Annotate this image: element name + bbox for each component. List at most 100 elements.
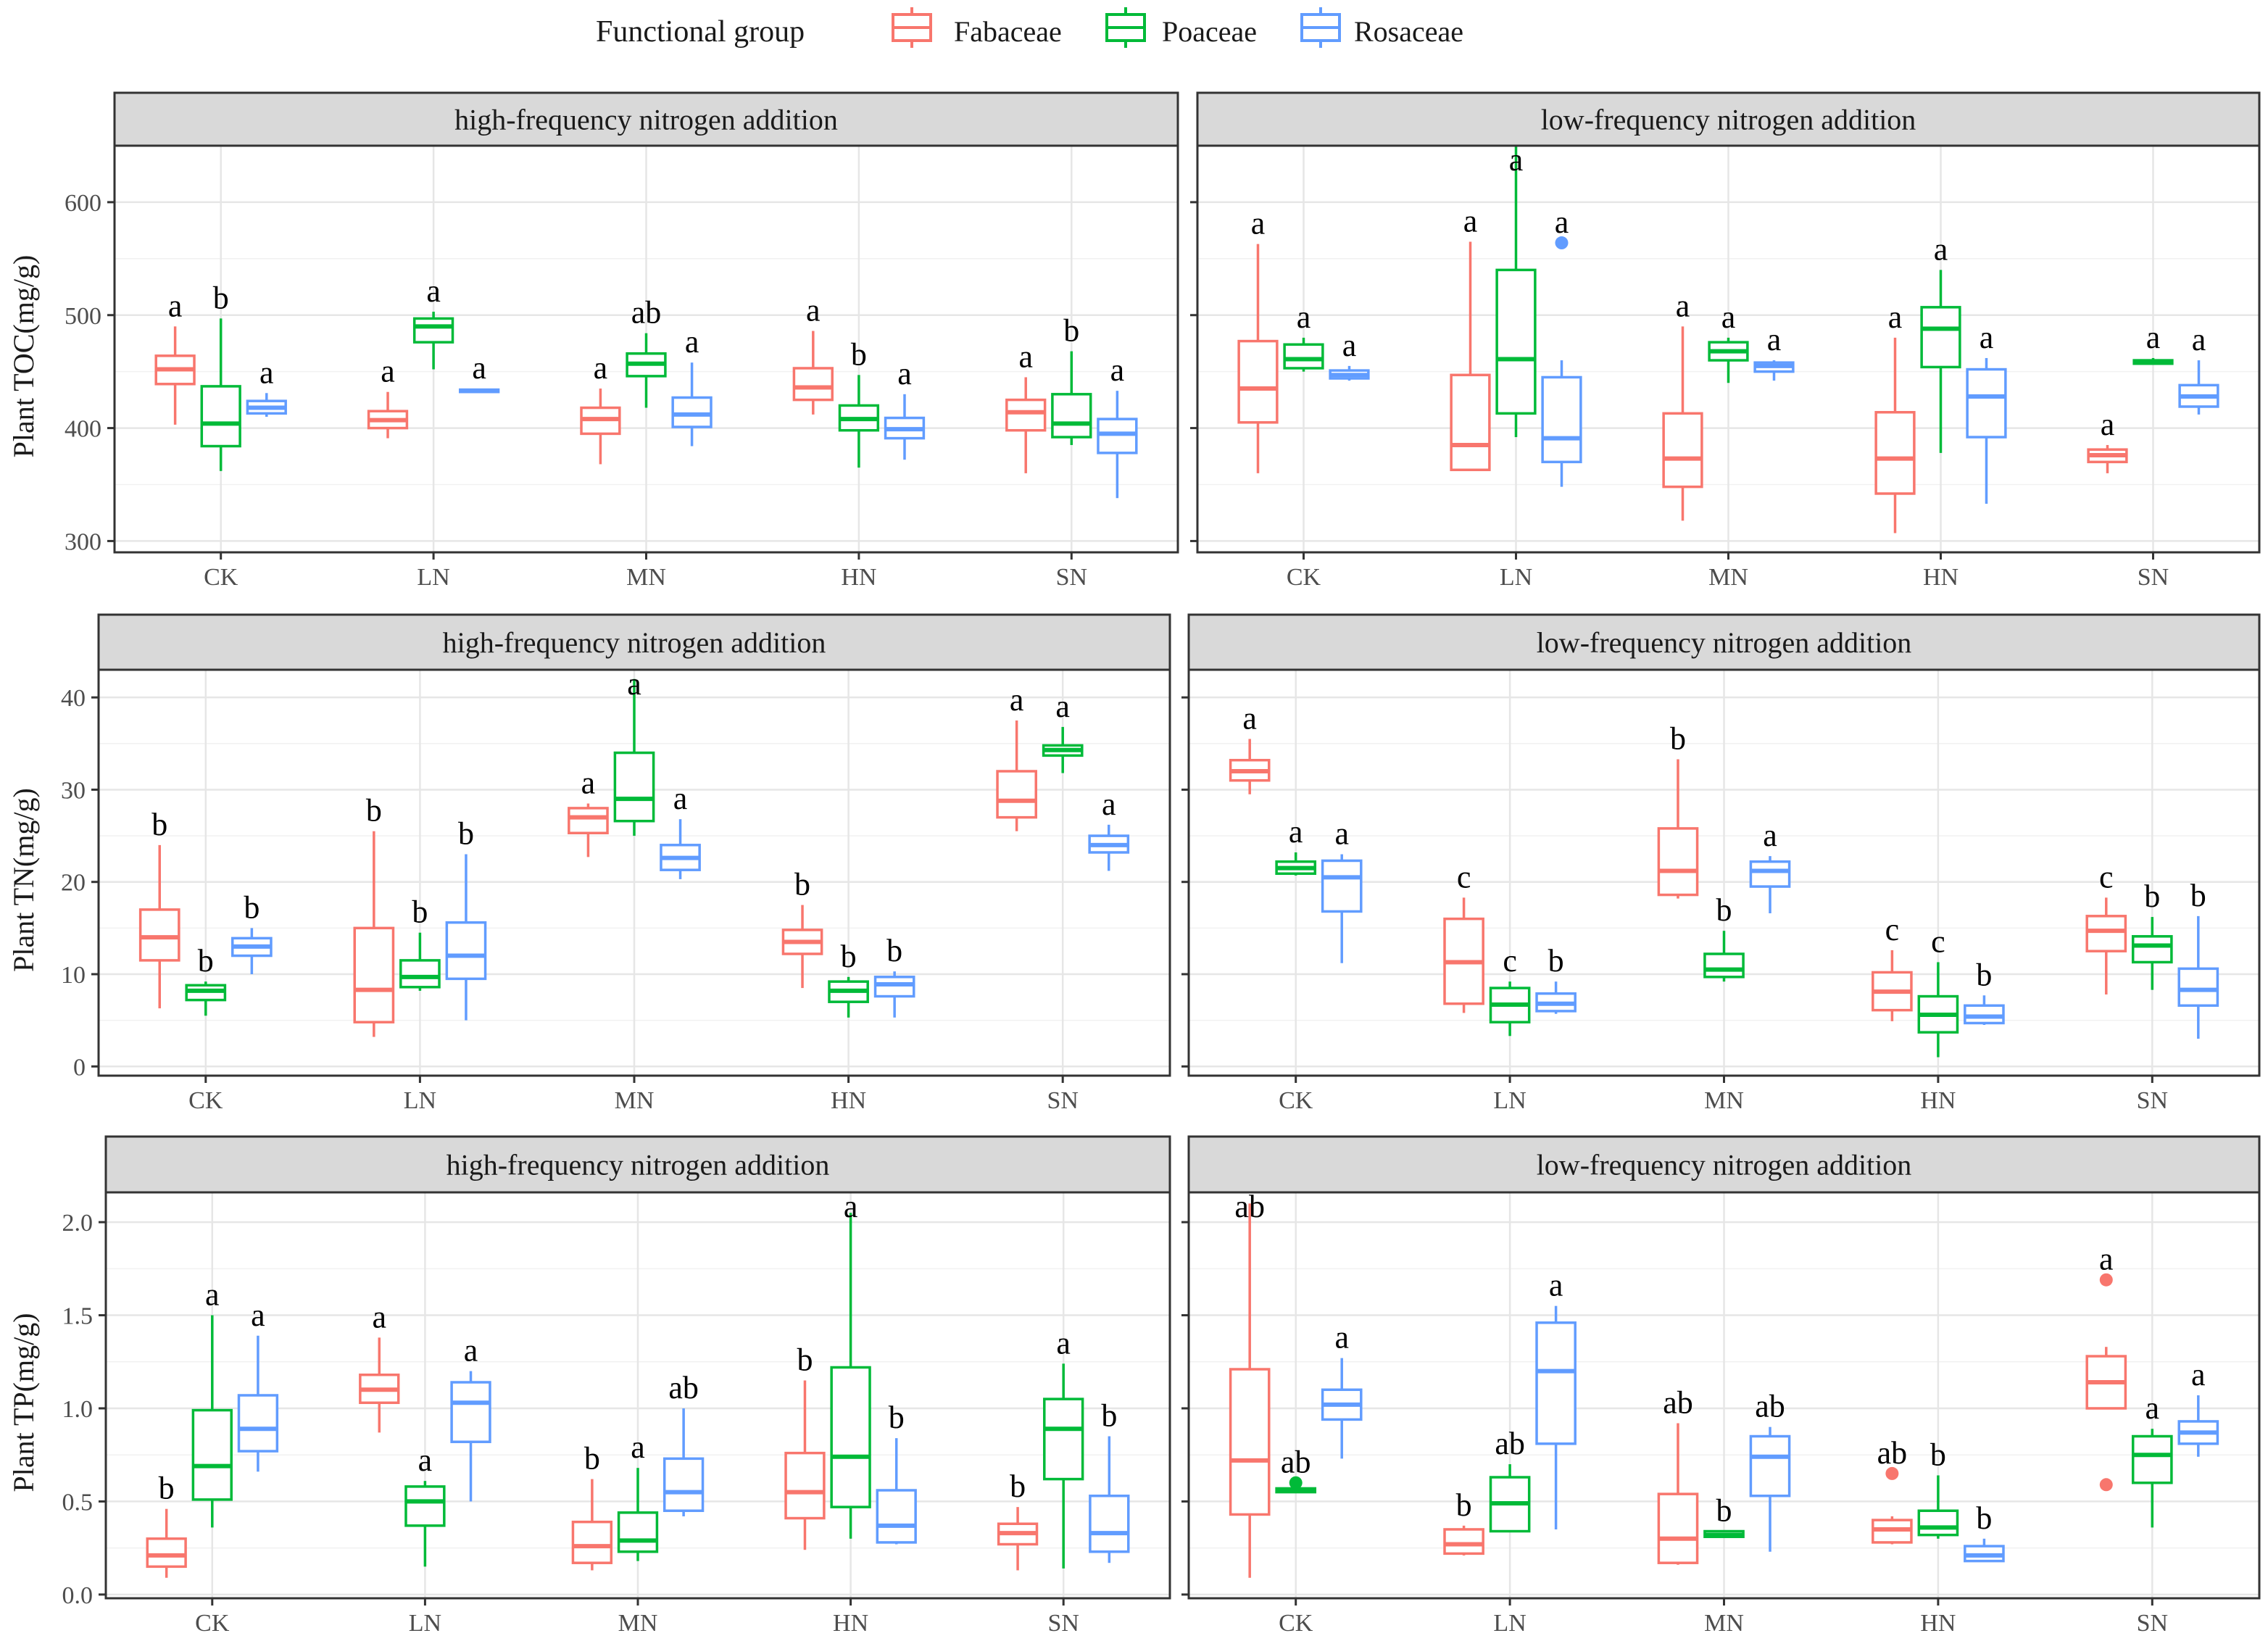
- box-rosaceae-hn: a: [1966, 320, 2007, 504]
- box-iqr: [237, 1394, 279, 1453]
- y-tick-label: 400: [65, 416, 101, 443]
- box-poaceae-sn: a: [1043, 1325, 1084, 1569]
- significance-letter: a: [1242, 700, 1257, 736]
- significance-letter: a: [1055, 689, 1070, 724]
- legend-item-poaceae: Poaceae: [1105, 7, 1257, 48]
- y-tick-label: 1.5: [62, 1303, 94, 1330]
- box-poaceae-sn: a: [2131, 1390, 2173, 1528]
- x-tick-label: MN: [615, 1087, 655, 1114]
- box-iqr: [399, 959, 441, 989]
- box-fabaceae-ln: b: [1443, 1487, 1484, 1555]
- significance-letter: a: [168, 288, 183, 323]
- box-fabaceae-mn: ab: [1657, 1385, 1699, 1565]
- box-fabaceae-mn: b: [1657, 720, 1699, 899]
- box-rosaceae-sn: a: [1097, 352, 1138, 499]
- x-tick-label: HN: [1920, 1087, 1956, 1114]
- y-tick-label: 0.0: [62, 1582, 94, 1609]
- significance-letter: b: [366, 793, 382, 828]
- y-tick-label: 0.5: [62, 1489, 94, 1516]
- box-rosaceae-ck: b: [231, 889, 273, 974]
- significance-letter: ab: [1755, 1389, 1785, 1424]
- box-iqr: [1283, 343, 1324, 370]
- box-iqr: [1495, 268, 1537, 415]
- box-fabaceae-hn: a: [792, 293, 834, 415]
- significance-letter: ab: [631, 295, 662, 331]
- significance-letter: a: [1056, 1325, 1071, 1361]
- box-iqr: [792, 367, 834, 402]
- facet-strip: [104, 1135, 1171, 1194]
- box-fabaceae-hn: b: [781, 867, 823, 989]
- box-rosaceae-ln: b: [1535, 943, 1577, 1014]
- box-fabaceae-hn: a: [1874, 299, 1916, 533]
- significance-letter: a: [1763, 818, 1777, 853]
- box-poaceae-sn: a: [1042, 689, 1084, 773]
- significance-letter: b: [1063, 313, 1079, 349]
- box-poaceae-hn: c: [1917, 923, 1959, 1058]
- x-tick-label: CK: [1279, 1610, 1313, 1637]
- box-iqr: [1535, 1321, 1577, 1445]
- x-tick-label: HN: [841, 564, 876, 591]
- x-tick-label: LN: [404, 1087, 436, 1114]
- x-tick-label: LN: [1500, 564, 1532, 591]
- box-rosaceae-ck: a: [246, 354, 287, 417]
- significance-letter: a: [1110, 352, 1125, 388]
- box-fabaceae-hn: c: [1872, 912, 1913, 1021]
- box-fabaceae-ln: a: [359, 1299, 400, 1433]
- significance-letter: a: [627, 666, 641, 702]
- significance-letter: b: [886, 933, 902, 968]
- y-tick-label: 20: [61, 870, 86, 897]
- facet-strip: [1187, 613, 2261, 671]
- significance-letter: b: [794, 867, 810, 902]
- significance-letter: ab: [668, 1370, 699, 1405]
- facet-strip: [97, 613, 1171, 671]
- significance-letter: a: [1334, 816, 1349, 852]
- significance-letter: a: [897, 356, 912, 391]
- significance-letter: a: [1018, 338, 1033, 374]
- significance-letter: a: [1342, 328, 1357, 363]
- x-tick-label: HN: [831, 1087, 866, 1114]
- box-iqr: [1749, 860, 1791, 888]
- significance-letter: a: [1334, 1320, 1349, 1355]
- legend-item-rosaceae: Rosaceae: [1300, 7, 1463, 48]
- significance-letter: a: [806, 293, 821, 328]
- box-rosaceae-ln: a: [450, 1333, 491, 1502]
- box-iqr: [1443, 1528, 1484, 1555]
- box-rosaceae-sn: b: [2177, 878, 2219, 1039]
- box-iqr: [1920, 306, 1961, 369]
- box-poaceae-sn: b: [1051, 313, 1092, 445]
- facet-strip: [1196, 91, 2261, 147]
- box-iqr: [1097, 418, 1138, 454]
- x-tick-label: LN: [417, 564, 449, 591]
- significance-letter: b: [151, 807, 167, 842]
- significance-letter: a: [2101, 407, 2115, 442]
- box-poaceae-ck: b: [185, 943, 227, 1016]
- box-fabaceae-ln: b: [353, 793, 395, 1037]
- y-tick-label: 30: [61, 777, 86, 804]
- x-tick-label: LN: [1493, 1087, 1526, 1114]
- facet-strip-title: low-frequency nitrogen addition: [1541, 104, 1916, 136]
- box-iqr: [1917, 1509, 1959, 1537]
- significance-letter: c: [2099, 859, 2114, 894]
- significance-letter: a: [1509, 142, 1524, 178]
- box-fabaceae-ln: a: [367, 354, 409, 439]
- box-fabaceae-ck: b: [138, 807, 180, 1009]
- significance-letter: b: [198, 943, 214, 979]
- outlier-point: [1289, 1476, 1303, 1490]
- box-rosaceae-mn: a: [1749, 818, 1791, 913]
- box-rosaceae-hn: a: [884, 356, 926, 460]
- box-poaceae-sn: b: [2131, 879, 2173, 990]
- x-tick-label: HN: [833, 1610, 868, 1637]
- box-fabaceae-ck: a: [1237, 206, 1279, 473]
- box-iqr: [571, 1520, 613, 1564]
- significance-letter: b: [1456, 1487, 1472, 1523]
- significance-letter: a: [2099, 1242, 2114, 1277]
- box-iqr: [138, 908, 180, 962]
- significance-letter: c: [1457, 859, 1471, 894]
- box-rosaceae-hn: b: [1964, 957, 2005, 1025]
- significance-letter: b: [851, 336, 867, 372]
- significance-letter: ab: [1877, 1435, 1908, 1471]
- significance-letter: a: [1721, 299, 1736, 335]
- y-tick-label: 300: [65, 528, 101, 555]
